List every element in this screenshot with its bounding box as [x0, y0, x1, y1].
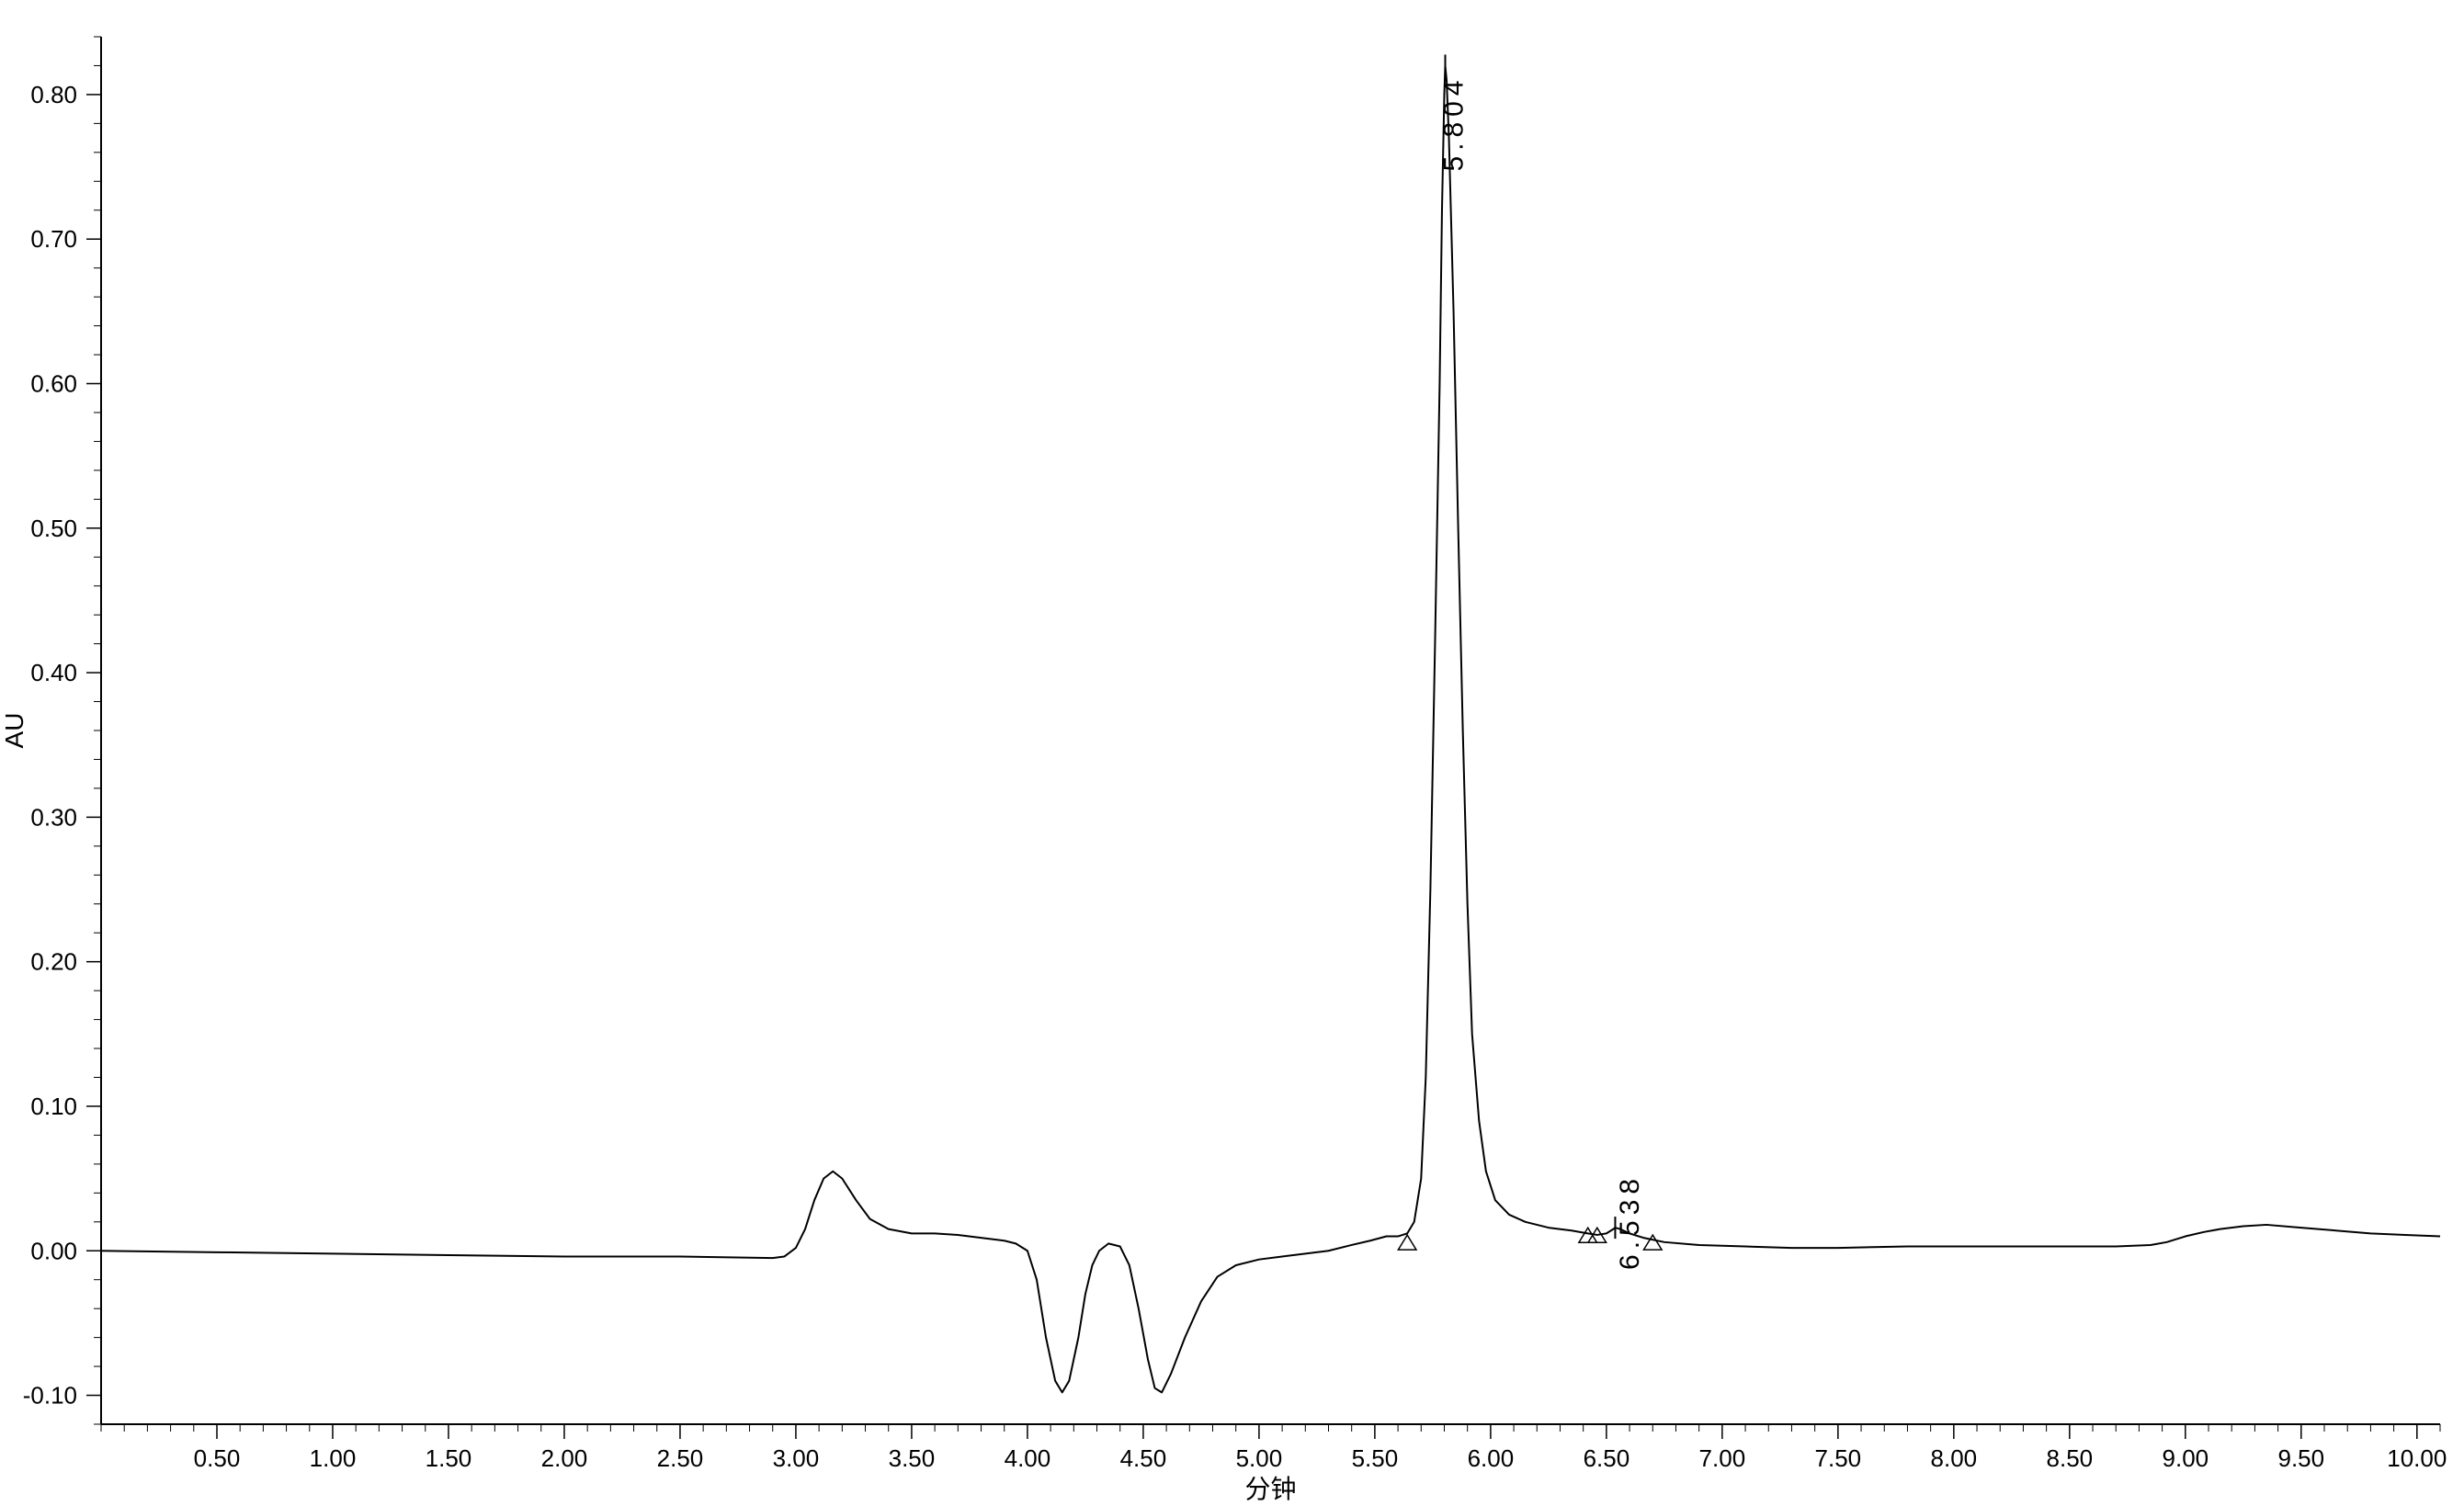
chromatogram-chart: 0.50 1.00 1.50 2.00 2.50 3.00 3.50 4.00 4.50 5.00…	[0, 0, 2464, 1506]
x-tick-label: 9.00	[2163, 1444, 2209, 1472]
x-tick-label: 9.50	[2278, 1444, 2325, 1472]
x-tick-label: 0.50	[194, 1444, 241, 1472]
x-tick-label: 5.50	[1352, 1444, 1399, 1472]
y-tick-label: 0.30	[30, 803, 77, 831]
y-tick-label: -0.10	[23, 1382, 77, 1410]
x-tick-label: 1.50	[426, 1444, 472, 1472]
x-tick-label: 3.50	[889, 1444, 936, 1472]
y-axis-label: AU	[0, 713, 28, 749]
y-tick-label: 0.80	[30, 81, 77, 108]
x-tick-label: 4.50	[1120, 1444, 1167, 1472]
x-tick-label: 3.00	[773, 1444, 820, 1472]
x-axis-label: 分钟	[1244, 1475, 1296, 1503]
x-tick-label: 6.50	[1584, 1444, 1630, 1472]
x-tick-label: 2.00	[541, 1444, 588, 1472]
y-tick-label: 0.10	[30, 1093, 77, 1120]
peak-label: 5.804	[1439, 74, 1470, 171]
y-tick-label: 0.20	[30, 948, 77, 976]
y-tick-label: 0.00	[30, 1237, 77, 1264]
x-tick-label: 2.50	[657, 1444, 704, 1472]
chart-background	[0, 0, 2464, 1506]
x-tick-label: 10.00	[2387, 1444, 2447, 1472]
x-tick-label: 8.00	[1931, 1444, 1978, 1472]
y-tick-label: 0.60	[30, 370, 77, 398]
x-tick-label: 7.50	[1815, 1444, 1862, 1472]
x-tick-label: 1.00	[310, 1444, 357, 1472]
x-tick-label: 8.50	[2047, 1444, 2094, 1472]
peak-label: 6.538	[1615, 1173, 1645, 1270]
y-tick-label: 0.70	[30, 225, 77, 253]
x-tick-label: 5.00	[1236, 1444, 1283, 1472]
chart-svg: 0.50 1.00 1.50 2.00 2.50 3.00 3.50 4.00 4.50 5.00…	[0, 0, 2464, 1506]
y-tick-label: 0.40	[30, 659, 77, 686]
x-tick-label: 6.00	[1468, 1444, 1515, 1472]
x-tick-label: 7.00	[1699, 1444, 1746, 1472]
x-tick-label: 4.00	[1005, 1444, 1051, 1472]
y-tick-label: 0.50	[30, 515, 77, 542]
